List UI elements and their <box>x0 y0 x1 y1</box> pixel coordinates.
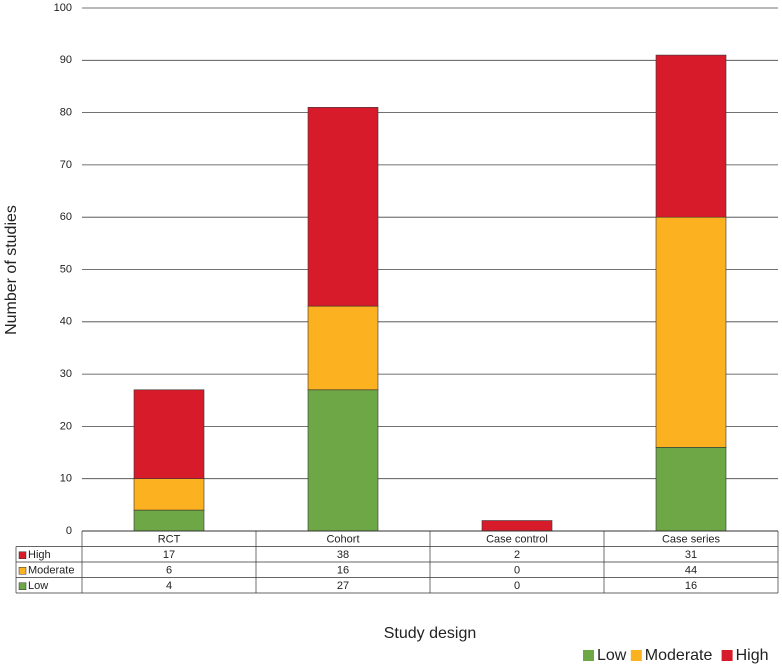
table-swatch <box>18 567 27 575</box>
table-cell: 16 <box>337 565 349 577</box>
table-row-label: Moderate <box>28 565 74 577</box>
bar-segment <box>307 305 379 391</box>
bar-segment <box>481 520 553 532</box>
bar-segment <box>307 107 379 307</box>
table-cell: 27 <box>337 580 349 592</box>
x-axis-title: Study design <box>384 625 477 642</box>
legend-label: Low <box>597 647 627 664</box>
table-cell: 6 <box>166 565 172 577</box>
bar-segment <box>133 509 205 532</box>
legend-swatch <box>630 650 642 661</box>
legend-swatch <box>583 650 594 661</box>
y-tick-label: 10 <box>60 473 72 485</box>
legend-label: Moderate <box>645 647 713 664</box>
table-cell: 16 <box>685 580 697 592</box>
table-cell: 0 <box>514 580 520 592</box>
y-tick-label: 30 <box>60 368 72 380</box>
y-tick-label: 20 <box>60 420 72 432</box>
x-tick-label: Case series <box>662 534 721 546</box>
y-tick-label: 100 <box>54 2 72 14</box>
table-swatch <box>18 551 27 559</box>
bar-segment <box>307 389 379 532</box>
x-tick-label: Cohort <box>326 534 359 546</box>
legend-swatch <box>721 650 733 661</box>
table-row-label: Low <box>28 580 48 592</box>
y-tick-label: 70 <box>60 159 72 171</box>
table-row-label: High <box>28 549 51 561</box>
legend-label: High <box>736 647 769 664</box>
bar-segment <box>655 54 727 218</box>
table-cell: 17 <box>163 549 175 561</box>
x-tick-label: RCT <box>158 534 181 546</box>
table-cell: 31 <box>685 549 697 561</box>
bar-segment <box>133 389 205 480</box>
y-axis-title: Number of studies <box>3 205 20 335</box>
y-tick-label: 50 <box>60 263 72 275</box>
table-cell: 44 <box>685 565 697 577</box>
table-swatch <box>18 582 27 590</box>
y-tick-label: 80 <box>60 107 72 119</box>
x-tick-label: Case control <box>486 534 548 546</box>
table-cell: 4 <box>166 580 172 592</box>
y-tick-label: 0 <box>66 525 72 537</box>
table-cell: 38 <box>337 549 349 561</box>
bar-segment <box>655 447 727 532</box>
y-tick-label: 90 <box>60 54 72 66</box>
y-tick-label: 40 <box>60 316 72 328</box>
y-tick-label: 60 <box>60 211 72 223</box>
table-cell: 2 <box>514 549 520 561</box>
bar-segment <box>133 478 205 511</box>
table-cell: 0 <box>514 565 520 577</box>
bar-segment <box>655 216 727 448</box>
